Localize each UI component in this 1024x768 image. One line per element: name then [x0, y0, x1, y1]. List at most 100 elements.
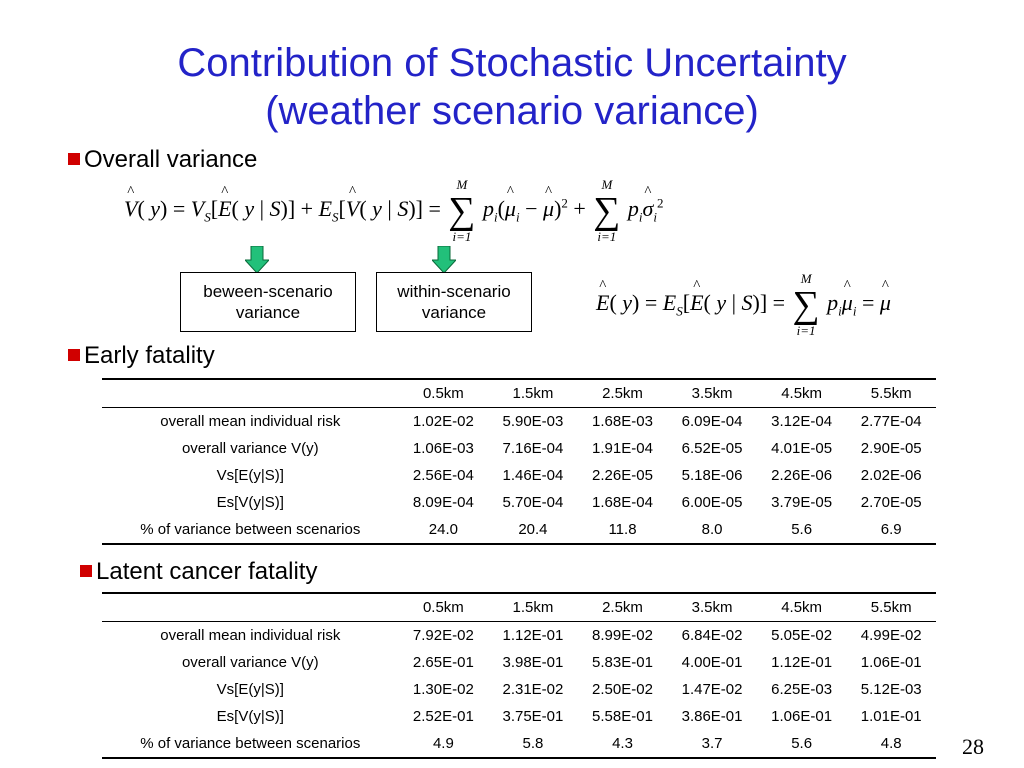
- table-cell: 4.01E-05: [771, 440, 833, 457]
- table-cell: 1.12E-01: [502, 627, 564, 644]
- table-cell: 6.00E-05: [681, 494, 743, 511]
- row-label: overall mean individual risk: [160, 413, 341, 430]
- table-cell: 2.02E-06: [860, 467, 922, 484]
- table-cell: 5.90E-03: [502, 413, 564, 430]
- table-cell: 5.6: [791, 735, 813, 752]
- row-label: overall variance V(y): [181, 440, 319, 457]
- box-label: within-scenario variance: [397, 282, 511, 322]
- slide-title-line-2: (weather scenario variance): [265, 89, 759, 133]
- table-cell: 1.91E-04: [592, 440, 653, 457]
- row-label: overall variance V(y): [181, 654, 319, 671]
- table-row: overall variance V(y) 1.06E-03 7.16E-04 1.9…: [102, 435, 936, 462]
- table-row: % of variance between scenarios 4.9 5.8 4.3…: [102, 730, 936, 758]
- table-cell: 1.06E-01: [771, 708, 833, 725]
- column-header: 2.5km: [602, 385, 643, 402]
- table-cell: 11.8: [608, 521, 637, 538]
- table-cell: 2.26E-06: [771, 467, 833, 484]
- within-scenario-variance-box: within-scenario variance: [376, 272, 532, 332]
- table-row: overall mean individual risk 7.92E-02 1.12…: [102, 622, 936, 650]
- table-cell: 1.06E-03: [412, 440, 474, 457]
- row-label: Es[V(y|S)]: [216, 494, 284, 511]
- table-cell: 1.01E-01: [860, 708, 922, 725]
- down-arrow-icon: [245, 246, 269, 274]
- table-cell: 6.84E-02: [681, 627, 743, 644]
- bullet-square-icon: [80, 565, 92, 577]
- variance-decomposition-formula: V( y) = VS[E( y | S)] + ES[V( y | S)] = …: [124, 178, 664, 244]
- table-cell: 1.02E-02: [412, 413, 474, 430]
- row-label: overall mean individual risk: [160, 627, 341, 644]
- table-header-row: 0.5km 1.5km 2.5km 3.5km 4.5km 5.5km: [102, 379, 936, 408]
- table-row: overall mean individual risk 1.02E-02 5.90…: [102, 408, 936, 436]
- table-cell: 6.25E-03: [771, 681, 833, 698]
- bullet-overall-variance: Overall variance: [68, 146, 257, 174]
- table-cell: 1.47E-02: [681, 681, 743, 698]
- table-cell: 5.6: [791, 521, 813, 538]
- table-cell: 2.65E-01: [412, 654, 474, 671]
- latent-cancer-fatality-table: 0.5km 1.5km 2.5km 3.5km 4.5km 5.5km overall m…: [102, 592, 936, 759]
- table-cell: 3.86E-01: [681, 708, 743, 725]
- table-cell: 1.68E-04: [592, 494, 653, 511]
- table-cell: 8.09E-04: [412, 494, 474, 511]
- table-cell: 1.30E-02: [412, 681, 474, 698]
- table-cell: 6.52E-05: [681, 440, 743, 457]
- bullet-label: Early fatality: [84, 342, 215, 369]
- table-header-row: 0.5km 1.5km 2.5km 3.5km 4.5km 5.5km: [102, 593, 936, 622]
- slide-title-line-1: Contribution of Stochastic Uncertainty: [177, 41, 847, 85]
- table-cell: 2.31E-02: [502, 681, 564, 698]
- table-cell: 6.9: [880, 521, 902, 538]
- page-number: 28: [962, 734, 984, 759]
- table-cell: 4.9: [432, 735, 454, 752]
- table-row: Vs[E(y|S)] 2.56E-04 1.46E-04 2.26E-05 5.18E-…: [102, 462, 936, 489]
- row-label: Vs[E(y|S)]: [216, 467, 284, 484]
- column-header: 5.5km: [870, 599, 912, 616]
- box-label: beween-scenario variance: [203, 282, 333, 322]
- between-scenario-variance-box: beween-scenario variance: [180, 272, 356, 332]
- table-cell: 3.7: [701, 735, 723, 752]
- table-cell: 4.00E-01: [681, 654, 743, 671]
- table-cell: 7.92E-02: [412, 627, 474, 644]
- table-cell: 3.75E-01: [502, 708, 564, 725]
- table-cell: 1.46E-04: [502, 467, 564, 484]
- table-cell: 5.18E-06: [681, 467, 743, 484]
- bullet-label: Overall variance: [84, 146, 258, 173]
- table-cell: 3.12E-04: [771, 413, 833, 430]
- table-row: Es[V(y|S)] 2.52E-01 3.75E-01 5.58E-01 3.86E-…: [102, 703, 936, 730]
- row-label: % of variance between scenarios: [140, 521, 361, 538]
- table-cell: 2.90E-05: [860, 440, 922, 457]
- row-label: Es[V(y|S)]: [216, 708, 284, 725]
- column-header: 0.5km: [422, 599, 464, 616]
- table-cell: 5.8: [522, 735, 544, 752]
- table-cell: 1.68E-03: [592, 413, 653, 430]
- table-cell: 3.79E-05: [771, 494, 833, 511]
- expected-value-formula: E( y) = ES[E( y | S)] = M∑i=1 piμi = μ: [596, 272, 891, 338]
- bullet-latent-cancer-fatality: Latent cancer fatality: [80, 558, 317, 586]
- table-cell: 2.77E-04: [860, 413, 922, 430]
- table-cell: 2.50E-02: [592, 681, 653, 698]
- table-cell: 24.0: [428, 521, 458, 538]
- table-cell: 6.09E-04: [681, 413, 743, 430]
- header-cell-blank: [102, 593, 399, 622]
- column-header: 1.5km: [512, 599, 554, 616]
- table-cell: 5.70E-04: [502, 494, 564, 511]
- table-cell: 5.58E-01: [592, 708, 653, 725]
- column-header: 5.5km: [870, 385, 912, 402]
- bullet-label: Latent cancer fatality: [96, 558, 318, 585]
- down-arrow-icon: [432, 246, 456, 274]
- table-cell: 2.52E-01: [412, 708, 474, 725]
- table-cell: 2.70E-05: [860, 494, 922, 511]
- table-cell: 4.3: [612, 735, 633, 752]
- table-cell: 1.06E-01: [860, 654, 922, 671]
- bullet-square-icon: [68, 153, 80, 165]
- table-row: % of variance between scenarios 24.0 20.4 1…: [102, 516, 936, 544]
- table-cell: 8.0: [701, 521, 723, 538]
- table-cell: 4.99E-02: [860, 627, 922, 644]
- column-header: 0.5km: [422, 385, 464, 402]
- table-cell: 5.12E-03: [860, 681, 922, 698]
- column-header: 4.5km: [781, 385, 823, 402]
- column-header: 3.5km: [691, 385, 733, 402]
- column-header: 2.5km: [602, 599, 643, 616]
- table-cell: 2.56E-04: [412, 467, 474, 484]
- table-cell: 5.05E-02: [771, 627, 833, 644]
- table-cell: 8.99E-02: [592, 627, 653, 644]
- table-cell: 7.16E-04: [502, 440, 564, 457]
